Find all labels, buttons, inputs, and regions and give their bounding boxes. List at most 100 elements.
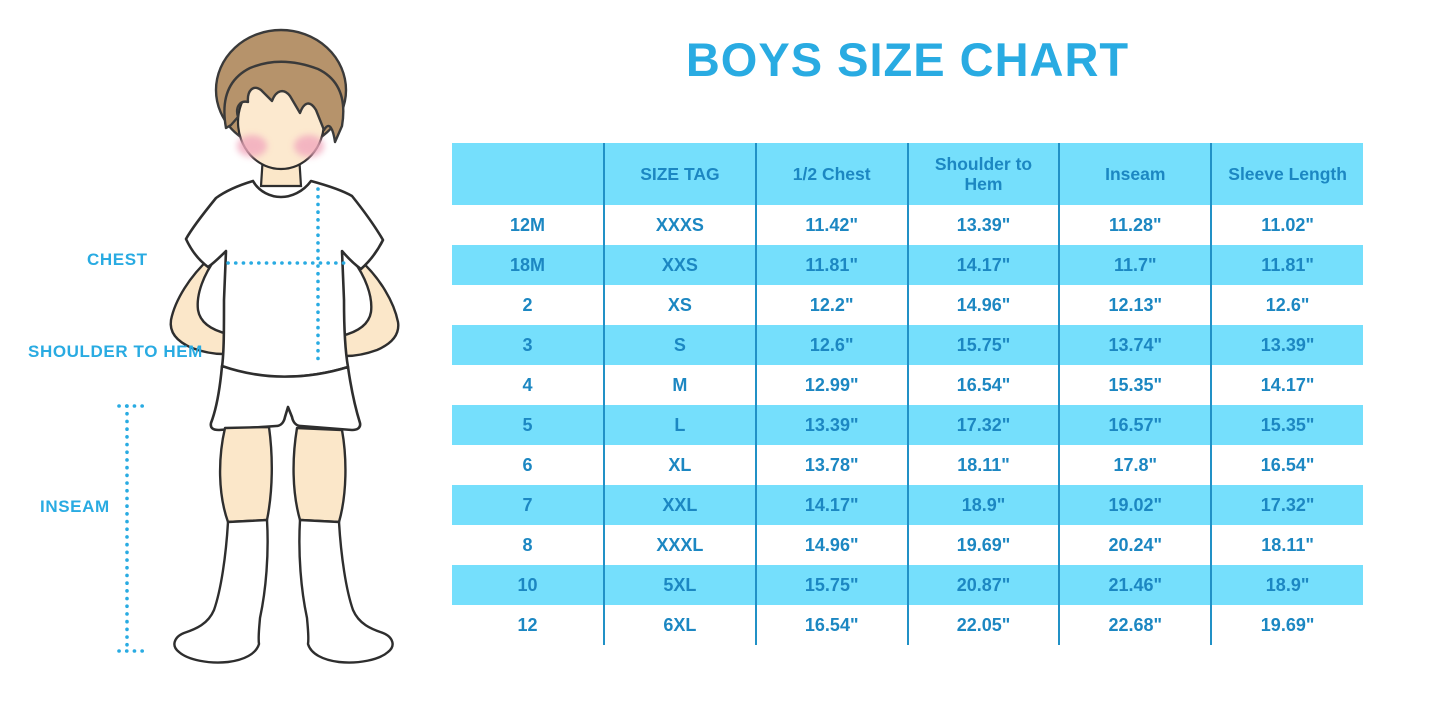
table-row: 7 XXL 14.17" 18.9" 19.02" 17.32" [452,485,1363,525]
half-chest-cell: 16.54" [754,605,908,645]
shoulder-hem-cell: 13.39" [906,205,1060,245]
inseam-cell: 21.46" [1058,565,1212,605]
size-table-body: 12M XXXS 11.42" 13.39" 11.28" 11.02" 18M XXS 11.… [452,205,1363,645]
inseam-cell: 22.68" [1058,605,1212,645]
size-tag-cell: L [603,405,756,445]
sleeve-length-cell: 13.39" [1210,325,1363,365]
sleeve-length-cell: 11.02" [1210,205,1363,245]
sleeve-length-cell: 16.54" [1210,445,1363,485]
size-cell: 2 [522,294,533,315]
inseam-cell: 15.35" [1058,365,1212,405]
table-row: 8 XXXL 14.96" 19.69" 20.24" 18.11" [452,525,1363,565]
inseam-cell: 20.24" [1058,525,1212,565]
arms [169,256,400,358]
chest-label: CHEST [87,250,148,269]
size-cell: 18M [452,245,604,285]
sleeve-length-cell: 14.17" [1210,365,1363,405]
inseam-label: INSEAM [40,497,110,516]
size-tag-cell: XL [603,445,756,485]
header-cell-sleeve-length: Sleeve Length [1210,143,1363,205]
size-table-header: SIZE TAG 1/2 Chest Shoulder to Hem Insea… [452,143,1363,205]
table-row: 6 XL 13.78" 18.11" 17.8" 16.54" [452,445,1363,485]
table-row: 10 5XL 15.75" 20.87" 21.46" 18.9" [452,565,1363,605]
shoulder-hem-cell: 20.87" [906,565,1060,605]
size-cell: 12 [517,614,538,635]
half-chest-cell: 13.39" [754,405,908,445]
inseam-cell: 12.13" [1058,285,1212,325]
shorts [209,364,362,432]
size-cell: 7 [452,485,604,525]
header-cell-size [452,143,604,205]
sleeve-length-cell: 17.32" [1210,485,1363,525]
shoulder-hem-cell: 15.75" [906,325,1060,365]
table-row: 5 L 13.39" 17.32" 16.57" 15.35" [452,405,1363,445]
size-cell: 5 [452,405,604,445]
sleeve-length-cell: 15.35" [1210,405,1363,445]
shoulder-hem-cell: 19.69" [906,525,1060,565]
table-row: 3 S 12.6" 15.75" 13.74" 13.39" [452,325,1363,365]
size-tag-cell: XXXL [603,525,756,565]
size-cell: 10 [452,565,604,605]
table-row: 2 XS 12.2" 14.96" 12.13" 12.6" [452,285,1363,325]
page-title: BOYS SIZE CHART [685,33,1130,86]
shoulder-hem-cell: 14.96" [906,285,1060,325]
half-chest-cell: 12.6" [754,325,908,365]
size-tag-cell: S [603,325,756,365]
size-cell: 3 [452,325,604,365]
size-cell: 8 [522,534,533,555]
size-table: SIZE TAG 1/2 Chest Shoulder to Hem Insea… [452,143,1363,645]
inseam-cell: 13.74" [1058,325,1212,365]
size-cell: 4 [522,374,533,395]
half-chest-cell: 15.75" [754,565,908,605]
size-tag-cell: XS [603,285,756,325]
size-tag-cell: 5XL [603,565,756,605]
size-tag-cell: 6XL [603,605,756,645]
measurement-figure: CHEST SHOULDER TO HEM INSEAM [0,0,450,723]
shoulder-hem-cell: 22.05" [906,605,1060,645]
half-chest-cell: 12.2" [754,285,908,325]
shoulder-hem-cell: 17.32" [906,405,1060,445]
size-tag-cell: M [603,365,756,405]
measurement-lines [117,187,348,653]
half-chest-cell: 11.81" [754,245,908,285]
inseam-cell: 11.7" [1058,245,1212,285]
size-tag-cell: XXL [603,485,756,525]
sleeve-length-cell: 19.69" [1210,605,1363,645]
inseam-cell: 19.02" [1058,485,1212,525]
boy-figure-illustration [117,28,400,664]
shoulder-to-hem-label: SHOULDER TO HEM [28,342,203,361]
table-row: 12M XXXS 11.42" 13.39" 11.28" 11.02" [452,205,1363,245]
half-chest-cell: 12.99" [754,365,908,405]
table-row: 12 6XL 16.54" 22.05" 22.68" 19.69" [452,605,1363,645]
inseam-cell: 11.28" [1058,205,1212,245]
header-cell-inseam: Inseam [1058,143,1212,205]
blush-cheeks [237,135,324,157]
inseam-cell: 16.57" [1058,405,1212,445]
header-cell-size-tag: SIZE TAG [603,143,756,205]
table-row: 4 M 12.99" 16.54" 15.35" 14.17" [452,365,1363,405]
header-row: SIZE TAG 1/2 Chest Shoulder to Hem Insea… [452,143,1363,205]
shoulder-hem-cell: 18.9" [906,485,1060,525]
size-cell: 6 [522,454,533,475]
t-shirt [184,179,385,379]
size-tag-cell: XXS [603,245,756,285]
legs [218,425,347,524]
sleeve-length-cell: 18.11" [1210,525,1363,565]
shoulder-hem-cell: 16.54" [906,365,1060,405]
half-chest-cell: 13.78" [754,445,908,485]
size-cell: 12M [509,214,545,235]
header-cell-half-chest: 1/2 Chest [754,143,908,205]
half-chest-cell: 11.42" [754,205,908,245]
sleeve-length-cell: 18.9" [1210,565,1363,605]
shoulder-hem-cell: 18.11" [906,445,1060,485]
size-tag-cell: XXXS [603,205,756,245]
hair-fringe [223,60,345,144]
sleeve-length-cell: 12.6" [1210,285,1363,325]
shoulder-hem-cell: 14.17" [906,245,1060,285]
sleeve-length-cell: 11.81" [1210,245,1363,285]
half-chest-cell: 14.96" [754,525,908,565]
header-cell-shoulder-hem: Shoulder to Hem [906,143,1060,205]
half-chest-cell: 14.17" [754,485,908,525]
socks [173,518,394,664]
